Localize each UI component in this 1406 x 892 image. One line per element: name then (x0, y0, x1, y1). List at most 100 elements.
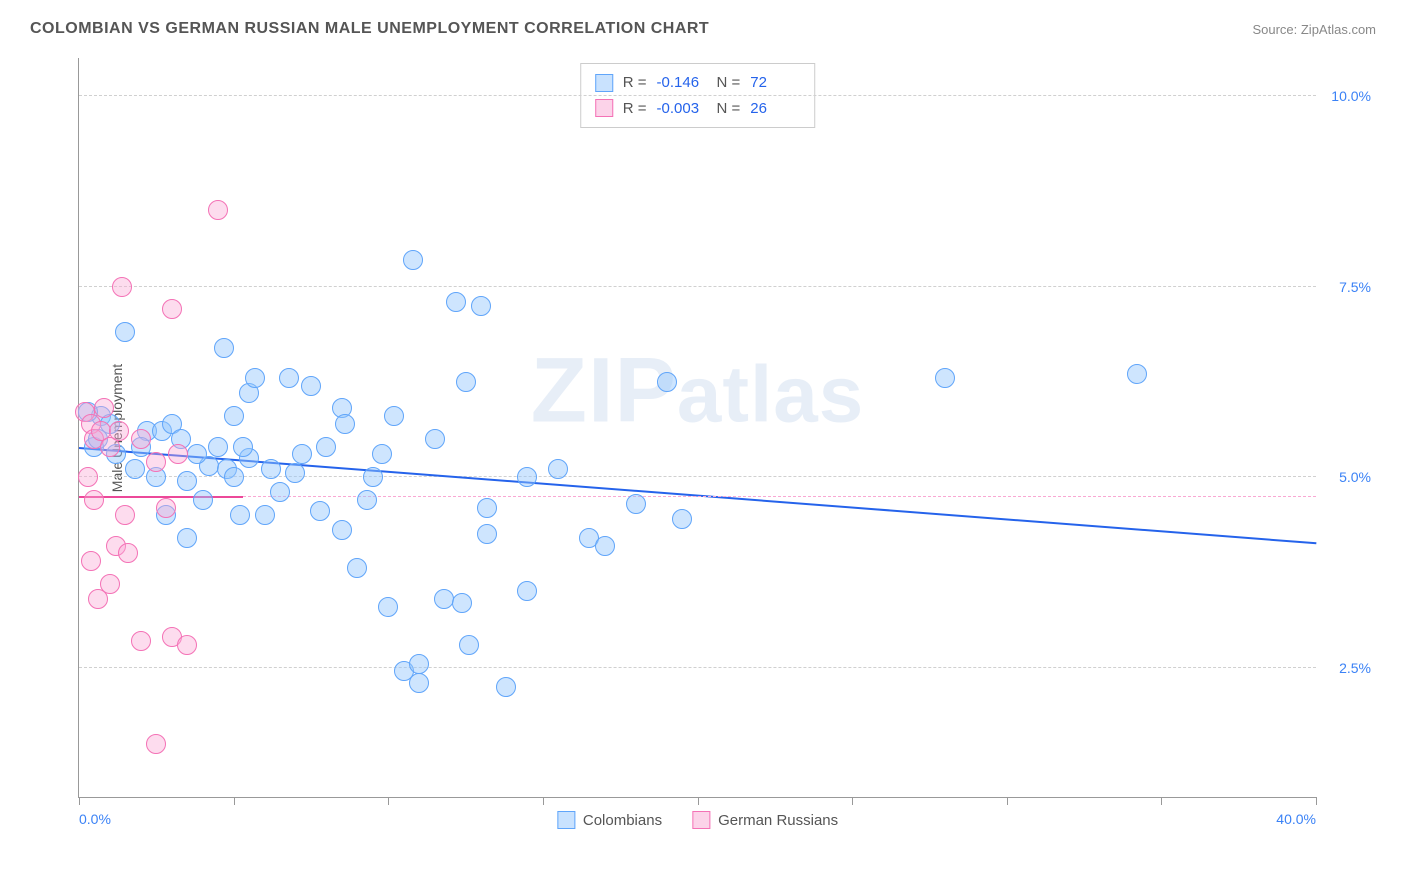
data-point (168, 444, 188, 464)
data-point (94, 398, 114, 418)
data-point (335, 414, 355, 434)
gridline (79, 667, 1316, 668)
data-point (517, 581, 537, 601)
data-point (477, 498, 497, 518)
legend-swatch (595, 99, 613, 117)
x-tick (388, 797, 389, 805)
data-point (446, 292, 466, 312)
watermark-text: ZIPatlas (531, 338, 864, 443)
series-legend: Colombians German Russians (557, 811, 838, 829)
data-point (109, 421, 129, 441)
data-point (332, 520, 352, 540)
stats-row: R = -0.146 N = 72 (595, 70, 801, 96)
legend-swatch (692, 811, 710, 829)
data-point (347, 558, 367, 578)
y-tick-label: 7.5% (1339, 279, 1371, 295)
data-point (363, 467, 383, 487)
legend-label: German Russians (718, 812, 838, 829)
data-point (88, 589, 108, 609)
data-point (378, 597, 398, 617)
data-point (115, 505, 135, 525)
x-tick (698, 797, 699, 805)
gridline (79, 95, 1316, 96)
source-attribution: Source: ZipAtlas.com (1252, 22, 1376, 37)
data-point (384, 406, 404, 426)
data-point (187, 444, 207, 464)
data-point (81, 551, 101, 571)
data-point (131, 631, 151, 651)
data-point (548, 459, 568, 479)
data-point (214, 338, 234, 358)
data-point (245, 368, 265, 388)
data-point (208, 437, 228, 457)
data-point (595, 536, 615, 556)
data-point (626, 494, 646, 514)
data-point (403, 250, 423, 270)
data-point (162, 299, 182, 319)
data-point (115, 322, 135, 342)
data-point (935, 368, 955, 388)
data-point (456, 372, 476, 392)
stat-r-value: -0.003 (657, 96, 707, 122)
data-point (1127, 364, 1147, 384)
legend-swatch (557, 811, 575, 829)
data-point (177, 528, 197, 548)
data-point (230, 505, 250, 525)
data-point (316, 437, 336, 457)
x-tick (1161, 797, 1162, 805)
data-point (310, 501, 330, 521)
data-point (193, 490, 213, 510)
stat-r-label: R = (623, 70, 647, 96)
stat-n-label: N = (717, 70, 741, 96)
stat-r-label: R = (623, 96, 647, 122)
data-point (301, 376, 321, 396)
data-point (409, 654, 429, 674)
data-point (409, 673, 429, 693)
chart-header: COLOMBIAN VS GERMAN RUSSIAN MALE UNEMPLO… (30, 20, 1376, 38)
x-tick (234, 797, 235, 805)
data-point (496, 677, 516, 697)
data-point (459, 635, 479, 655)
stat-n-value: 26 (750, 96, 800, 122)
data-point (146, 734, 166, 754)
x-tick (1316, 797, 1317, 805)
data-point (112, 277, 132, 297)
data-point (270, 482, 290, 502)
data-point (177, 635, 197, 655)
data-point (146, 452, 166, 472)
data-point (452, 593, 472, 613)
data-point (78, 467, 98, 487)
x-tick (79, 797, 80, 805)
data-point (208, 200, 228, 220)
y-tick-label: 2.5% (1339, 660, 1371, 676)
data-point (425, 429, 445, 449)
chart-container: COLOMBIAN VS GERMAN RUSSIAN MALE UNEMPLO… (0, 0, 1406, 892)
data-point (372, 444, 392, 464)
x-tick (852, 797, 853, 805)
stat-r-value: -0.146 (657, 70, 707, 96)
data-point (84, 490, 104, 510)
data-point (657, 372, 677, 392)
legend-label: Colombians (583, 812, 662, 829)
data-point (156, 498, 176, 518)
data-point (279, 368, 299, 388)
data-point (285, 463, 305, 483)
data-point (255, 505, 275, 525)
chart-area: Male Unemployment ZIPatlas 0.0% 40.0% R … (30, 48, 1376, 838)
trend-line (243, 496, 1316, 497)
data-point (177, 471, 197, 491)
data-point (224, 467, 244, 487)
stat-n-value: 72 (750, 70, 800, 96)
chart-title: COLOMBIAN VS GERMAN RUSSIAN MALE UNEMPLO… (30, 20, 709, 38)
gridline (79, 286, 1316, 287)
data-point (233, 437, 253, 457)
legend-swatch (595, 74, 613, 92)
data-point (261, 459, 281, 479)
legend-item: Colombians (557, 811, 662, 829)
data-point (672, 509, 692, 529)
x-axis-max-label: 40.0% (1276, 811, 1316, 827)
stat-n-label: N = (717, 96, 741, 122)
data-point (292, 444, 312, 464)
y-tick-label: 10.0% (1331, 88, 1371, 104)
data-point (517, 467, 537, 487)
